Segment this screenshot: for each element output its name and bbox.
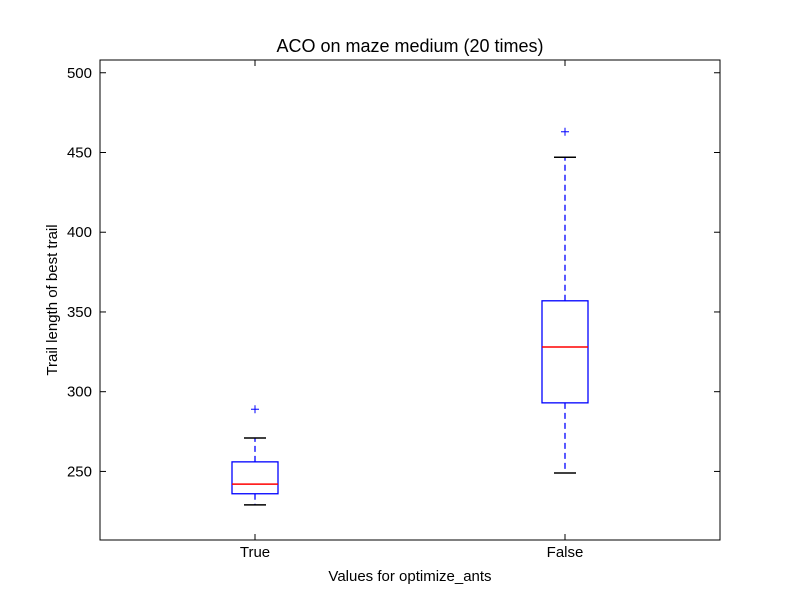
- y-tick-label-450: 450: [67, 144, 92, 161]
- box-series: [231, 127, 589, 506]
- box-iqr-false: [541, 300, 589, 404]
- box-group-false: [541, 127, 589, 474]
- x-axis-label: Values for optimize_ants: [328, 568, 491, 585]
- axis-ticks: 250 300 350 400 450 500 True False: [67, 60, 720, 561]
- y-tick-label-250: 250: [67, 463, 92, 480]
- y-tick-label-400: 400: [67, 224, 92, 241]
- y-tick-label-350: 350: [67, 304, 92, 321]
- x-tick-label-true: True: [240, 544, 270, 561]
- y-tick-label-500: 500: [67, 65, 92, 82]
- chart-title: ACO on maze medium (20 times): [276, 36, 543, 56]
- outlier-marker-true-0: [251, 405, 259, 414]
- box-group-true: [231, 405, 279, 506]
- x-tick-label-false: False: [547, 544, 584, 561]
- y-tick-label-300: 300: [67, 384, 92, 401]
- y-axis-label: Trail length of best trail: [44, 224, 61, 375]
- outlier-marker-false-0: [561, 127, 569, 136]
- box-iqr-true: [231, 461, 279, 495]
- plot-frame: [99, 59, 721, 541]
